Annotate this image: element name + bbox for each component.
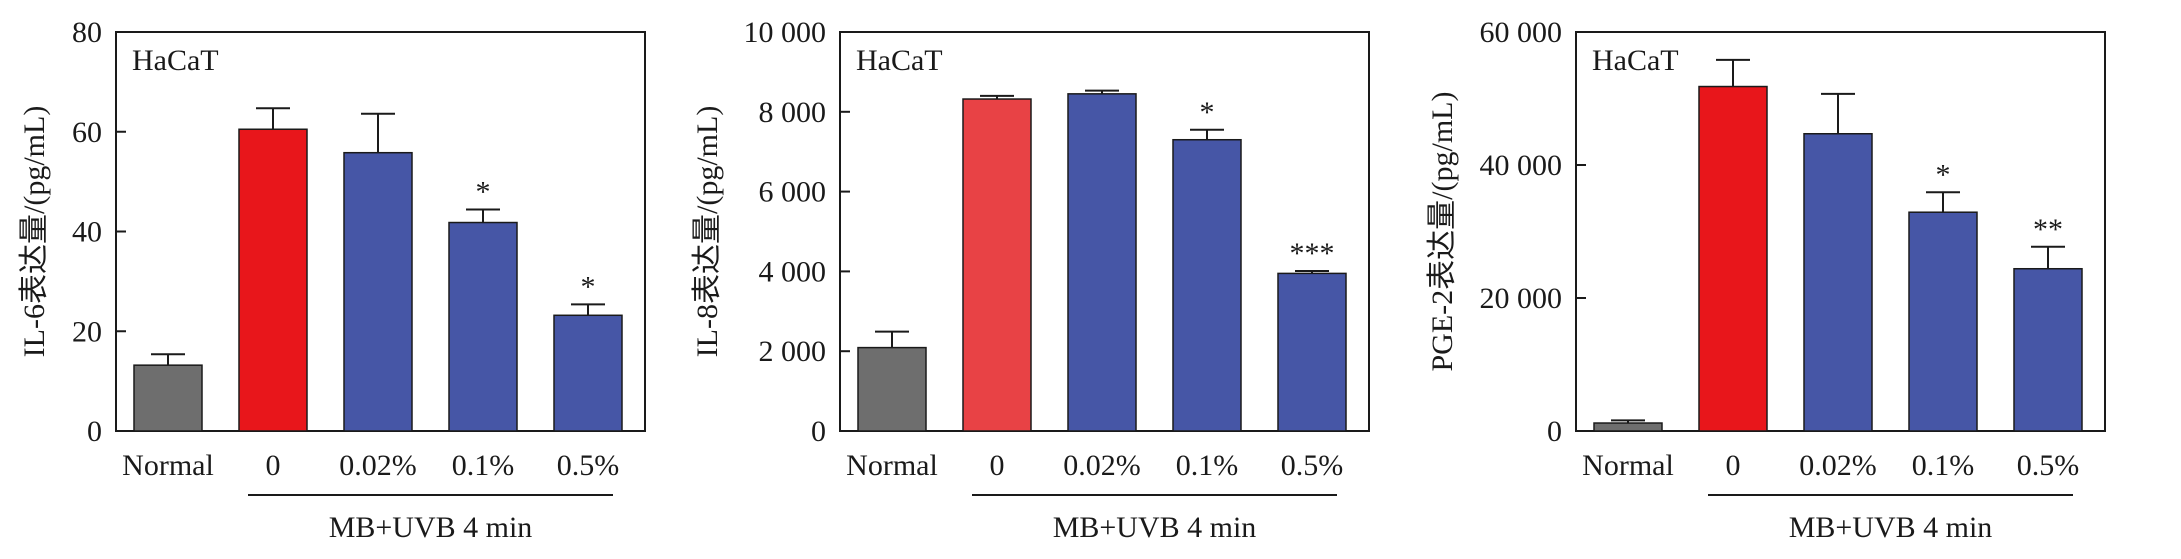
- y-tick-label: 0: [811, 415, 826, 448]
- y-tick-label: 60 000: [1480, 16, 1563, 49]
- y-tick-label: 2 000: [759, 335, 827, 368]
- significance-marker: **: [2033, 213, 2063, 246]
- category-label: 0.1%: [1912, 449, 1975, 482]
- category-label: 0.1%: [1176, 449, 1239, 482]
- group-label: MB+UVB 4 min: [329, 511, 533, 544]
- y-tick-label: 20: [72, 315, 102, 348]
- category-label: 0: [266, 449, 281, 482]
- y-tick-label: 0: [87, 415, 102, 448]
- y-axis-title: PGE-2表达量/(pg/mL): [1426, 92, 1459, 372]
- bar: [1277, 272, 1347, 432]
- category-label: 0.02%: [339, 449, 417, 482]
- significance-marker: *: [1936, 158, 1951, 191]
- y-tick-label: 40 000: [1480, 149, 1563, 182]
- bar: [133, 364, 203, 432]
- y-tick-label: 20 000: [1480, 282, 1563, 315]
- y-tick-label: 40: [72, 216, 102, 249]
- category-label: Normal: [846, 449, 938, 482]
- category-label: 0.1%: [452, 449, 515, 482]
- chart-panel-1: 0 20 40 60 80 IL-6表达量/(pg/mL) HaCaT Normal 0 0.02…: [18, 16, 646, 544]
- group-label: MB+UVB 4 min: [1789, 511, 1993, 544]
- category-label: 0.5%: [557, 449, 620, 482]
- category-label: 0.02%: [1063, 449, 1141, 482]
- bar: [448, 221, 518, 432]
- bar: [1908, 211, 1978, 432]
- category-label: 0: [1726, 449, 1741, 482]
- category-label: 0.5%: [2017, 449, 2080, 482]
- category-label: 0: [990, 449, 1005, 482]
- bar: [1593, 422, 1663, 432]
- bar: [343, 151, 413, 432]
- bar: [1067, 93, 1137, 432]
- chart-panel-2: 0 2 000 4 000 6 000 8 000 10 000 IL-8表达量/(pg/m…: [691, 16, 1370, 544]
- y-tick-label: 60: [72, 116, 102, 149]
- bar: [2013, 267, 2083, 432]
- group-label: MB+UVB 4 min: [1053, 511, 1257, 544]
- bar: [962, 98, 1032, 432]
- y-tick-label: 80: [72, 16, 102, 49]
- significance-marker: *: [476, 176, 491, 209]
- y-axis-title: IL-8表达量/(pg/mL): [691, 106, 724, 358]
- y-tick-label: 6 000: [759, 176, 827, 209]
- category-label: Normal: [1582, 449, 1674, 482]
- category-label: 0.02%: [1799, 449, 1877, 482]
- y-axis-title: IL-6表达量/(pg/mL): [18, 106, 51, 358]
- chart-panel-3: 0 20 000 40 000 60 000 PGE-2表达量/(pg/mL) HaCaT…: [1426, 16, 2106, 544]
- y-tick-label: 0: [1547, 415, 1562, 448]
- y-tick-label: 4 000: [759, 255, 827, 288]
- significance-marker: *: [581, 270, 596, 303]
- y-tick-label: 10 000: [744, 16, 827, 49]
- bar: [553, 314, 623, 432]
- cell-line-label: HaCaT: [132, 44, 219, 77]
- bar: [1803, 132, 1873, 432]
- category-label: Normal: [122, 449, 214, 482]
- bar: [1172, 138, 1242, 432]
- significance-marker: ***: [1290, 237, 1335, 270]
- cell-line-label: HaCaT: [856, 44, 943, 77]
- bar: [238, 128, 308, 432]
- category-label: 0.5%: [1281, 449, 1344, 482]
- bar: [1698, 85, 1768, 432]
- y-tick-label: 8 000: [759, 96, 827, 129]
- cell-line-label: HaCaT: [1592, 44, 1679, 77]
- significance-marker: *: [1200, 96, 1215, 129]
- bar: [857, 346, 927, 432]
